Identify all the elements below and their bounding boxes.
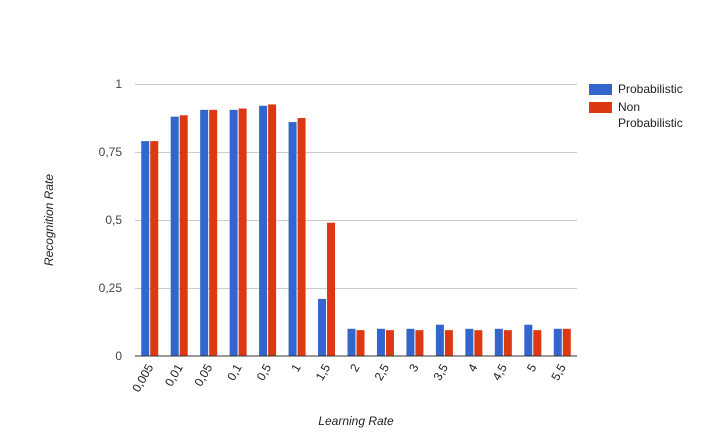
bar [406,328,415,356]
bar [494,328,503,356]
y-axis-label: Recognition Rate [42,174,56,266]
bar [376,328,385,356]
bar [268,104,277,357]
bar [347,328,356,356]
bar [150,141,159,356]
x-tick-label: 0,05 [191,361,215,389]
bar [209,109,218,356]
legend-label: Probabilistic [618,82,683,96]
bar [179,115,188,356]
legend: Probabilistic Non Probabilistic [589,82,683,130]
bar [170,116,179,356]
bar [415,330,424,356]
bars [141,104,571,357]
bar [200,109,209,356]
x-tick-label: 3 [406,361,422,374]
x-tick-label: 1 [288,361,304,374]
y-axis-ticks: 0 0,25 0,5 0,75 1 [99,77,123,363]
x-axis-label: Learning Rate [318,414,394,428]
x-tick-label: 2 [347,361,363,374]
x-tick-label: 4,5 [489,361,510,383]
x-tick-label: 0,01 [162,361,186,389]
bar [288,122,297,356]
bar [474,330,483,356]
x-tick-label: 4 [465,361,481,374]
y-tick-label: 0,75 [99,145,123,159]
x-tick-label: 5,5 [548,361,569,383]
bar [356,330,365,356]
x-tick-label: 0,5 [254,361,275,383]
y-tick-label: 0,25 [99,281,123,295]
bar [327,222,336,356]
x-tick-label: 1,5 [313,361,334,383]
legend-label: Non [618,100,640,114]
y-tick-label: 0 [115,349,122,363]
bar [562,328,571,356]
legend-label: Probabilistic [618,116,683,130]
bar [141,141,150,356]
legend-swatch [589,84,612,95]
x-tick-label: 3,5 [431,361,452,383]
bar [259,105,268,356]
gridlines [135,84,577,289]
x-axis-ticks: 0,005 0,01 0,05 0,1 0,5 1 1,5 2 2,5 3 3,5 4 4,5 5 5,5 [129,361,569,394]
bar [318,298,327,356]
bar [524,324,533,356]
bar [465,328,474,356]
bar [553,328,562,356]
bar [385,330,394,356]
bar [297,118,306,356]
legend-swatch [589,102,612,113]
x-tick-label: 2,5 [372,361,393,383]
bar [229,109,238,356]
bar [503,330,512,356]
bar [444,330,453,356]
y-tick-label: 1 [115,77,122,91]
x-tick-label: 5 [524,361,540,374]
x-tick-label: 0,1 [224,361,245,383]
x-tick-label: 0,005 [129,361,156,394]
y-tick-label: 0,5 [105,213,122,227]
bar [533,330,542,356]
bar [435,324,444,356]
bar [238,108,247,356]
